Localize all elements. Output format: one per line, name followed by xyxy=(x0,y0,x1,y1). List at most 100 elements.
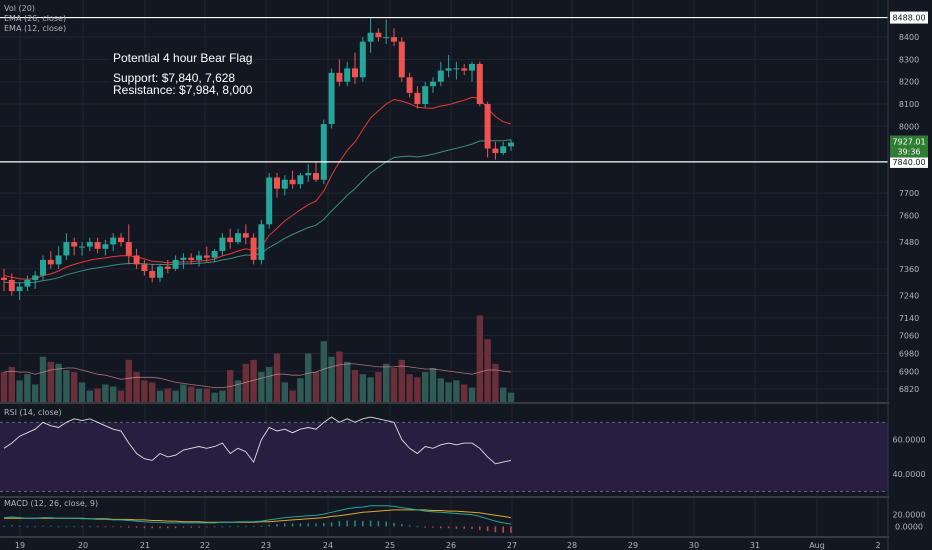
volume-ma-line xyxy=(3,363,512,388)
price-tick-11: 8000 xyxy=(899,122,919,131)
legend-macd[interactable]: MACD (12, 26, close, 9) xyxy=(4,499,98,508)
price-pane[interactable] xyxy=(0,16,888,403)
time-axis[interactable]: 19 20 21 22 23 24 25 26 27 28 29 30 31 Aug 2 xyxy=(15,541,881,550)
macd-hist-bar-11 xyxy=(89,526,91,528)
candle-4 xyxy=(32,271,39,289)
macd-hist-bar-46 xyxy=(362,521,364,527)
legend-ema26[interactable]: EMA (26, close) xyxy=(4,14,66,23)
last-price-tag xyxy=(890,135,928,158)
volume-bar-57 xyxy=(445,382,452,403)
volume-bar-31 xyxy=(242,363,249,403)
volume-bar-28 xyxy=(219,390,226,403)
ema12-line xyxy=(3,96,512,280)
volume-bar-35 xyxy=(273,353,281,403)
macd-hist-bar-34 xyxy=(268,524,270,527)
volume-bar-42 xyxy=(328,356,335,403)
time-tick-13: Aug xyxy=(809,541,825,550)
macd-hist-bar-55 xyxy=(432,526,434,528)
price-tick-7: 7480 xyxy=(899,238,919,247)
volume-bar-21 xyxy=(164,388,171,403)
candle-30 xyxy=(235,228,241,245)
candle-49 xyxy=(383,19,390,44)
horizontal-lines[interactable] xyxy=(0,16,888,163)
candle-52 xyxy=(406,72,413,98)
macd-hist-bar-64 xyxy=(502,526,504,533)
macd-hist-bar-53 xyxy=(416,526,419,528)
candle-40 xyxy=(313,161,319,182)
volume-bar-43 xyxy=(336,351,343,403)
time-tick-11: 30 xyxy=(689,541,699,550)
macd-hist-bar-28 xyxy=(221,526,224,528)
macd-hist-bar-43 xyxy=(338,521,341,527)
macd-hist-bar-2 xyxy=(18,525,21,527)
rsi-line xyxy=(3,416,512,465)
candle-25 xyxy=(196,251,202,267)
annotation-title: Potential 4 hour Bear Flag xyxy=(113,51,252,65)
macd-hist-bar-13 xyxy=(104,526,107,528)
volume-bar-56 xyxy=(437,378,444,403)
volume-bar-52 xyxy=(406,374,413,403)
annotation-box[interactable]: Potential 4 hour Bear Flag Support: $7,8… xyxy=(108,47,253,99)
time-tick-2: 21 xyxy=(140,541,150,550)
macd-hist-bar-30 xyxy=(237,525,239,527)
volume-bar-16 xyxy=(125,359,132,403)
candle-59 xyxy=(461,63,468,76)
macd-line xyxy=(3,505,512,525)
macd-hist-bar-35 xyxy=(276,524,278,527)
price-tick-15: 8400 xyxy=(899,33,919,42)
macd-hist-bar-52 xyxy=(408,525,411,527)
rsi-pane[interactable] xyxy=(0,416,888,492)
macd-hist-bar-51 xyxy=(401,524,403,527)
volume-bar-3 xyxy=(24,374,31,403)
volume-bar-27 xyxy=(211,392,218,403)
legend-rsi[interactable]: RSI (14, close) xyxy=(4,408,62,417)
candle-65 xyxy=(508,139,514,151)
price-tick-6: 7360 xyxy=(899,265,919,274)
volume-bar-2 xyxy=(16,380,23,403)
time-tick-3: 22 xyxy=(200,541,210,550)
volume-bar-58 xyxy=(453,380,460,403)
volume-bar-49 xyxy=(383,363,390,403)
macd-hist-bar-36 xyxy=(284,523,286,527)
macd-hist-bar-50 xyxy=(393,522,395,527)
candle-1 xyxy=(8,273,15,296)
price-tick-4: 7140 xyxy=(899,314,919,323)
time-tick-1: 20 xyxy=(78,541,88,550)
volume-bar-12 xyxy=(94,388,101,403)
macd-tick-1: 0.0000 xyxy=(895,522,923,531)
candle-46 xyxy=(359,37,366,82)
price-tick-14: 8300 xyxy=(899,55,919,64)
price-axis[interactable]: 6820 6900 6980 7060 7140 7240 7360 7480 7600 7700… xyxy=(889,0,932,550)
candle-22 xyxy=(172,255,179,272)
macd-hist-bar-24 xyxy=(190,526,192,528)
macd-hist-bar-40 xyxy=(315,523,317,527)
price-tick-1: 6900 xyxy=(899,367,919,376)
legend-ema12[interactable]: EMA (12, close) xyxy=(4,24,66,33)
candle-57 xyxy=(445,55,452,78)
macd-pane[interactable] xyxy=(3,505,512,533)
macd-hist-bar-21 xyxy=(167,526,169,529)
macd-hist-bar-49 xyxy=(385,521,387,527)
macd-hist-bar-17 xyxy=(135,526,138,528)
volume-bar-63 xyxy=(492,363,499,403)
candle-3 xyxy=(24,275,31,292)
volume-bar-45 xyxy=(351,370,359,403)
macd-hist-bar-44 xyxy=(346,520,348,527)
volume-bar-15 xyxy=(117,390,125,403)
candle-14 xyxy=(110,233,117,251)
volume-bar-26 xyxy=(203,388,210,403)
candle-44 xyxy=(344,61,351,87)
legend-vol[interactable]: Vol (20) xyxy=(4,4,35,13)
volume-bar-5 xyxy=(39,356,47,403)
volume-bar-47 xyxy=(367,377,374,403)
candle-51 xyxy=(398,37,405,82)
candle-15 xyxy=(118,233,124,247)
macd-hist-bar-9 xyxy=(73,526,75,528)
volume-bar-25 xyxy=(195,388,203,403)
price-tick-5: 7240 xyxy=(899,292,919,301)
macd-hist-bar-54 xyxy=(424,526,426,528)
macd-histogram xyxy=(3,520,512,533)
macd-hist-bar-45 xyxy=(354,520,356,527)
